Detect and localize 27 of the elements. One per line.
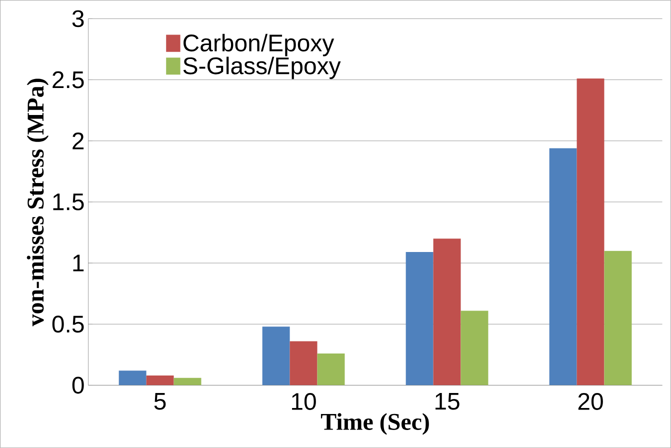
bar [604, 250, 632, 386]
legend-label: Carbon/Epoxy [184, 34, 334, 56]
bar [262, 326, 290, 386]
x-tick-label: 5 [154, 393, 166, 410]
y-tick-label: 0 [72, 376, 84, 394]
x-tick-label: 15 [436, 393, 460, 410]
bar [433, 238, 461, 386]
y-tick-label: 1 [73, 254, 84, 272]
y-tick-label: 2.5 [52, 71, 84, 88]
x-tick-label: 10 [292, 393, 316, 410]
bar [146, 375, 174, 386]
legend-label: S-Glass/Epoxy [183, 56, 341, 80]
y-tick-label: 2 [72, 132, 84, 150]
bar [118, 370, 146, 386]
y-axis-title: von-misses Stress (MPa) [26, 78, 49, 326]
bar [406, 252, 434, 386]
y-tick-label: 1.5 [53, 194, 84, 210]
bar [549, 148, 577, 386]
bar [174, 378, 202, 386]
bar [317, 353, 345, 386]
x-axis-title: Time (Sec) [320, 413, 429, 435]
y-tick-label: 3 [72, 10, 84, 28]
y-tick-label: 0.5 [52, 316, 84, 333]
bar [290, 341, 318, 386]
bar [576, 78, 604, 386]
x-tick-label: 20 [578, 393, 603, 410]
bar [460, 310, 488, 386]
